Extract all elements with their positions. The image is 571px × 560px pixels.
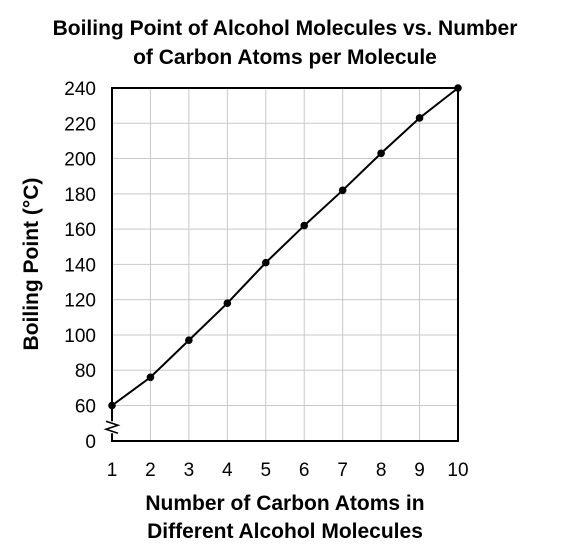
- x-tick-label: 8: [376, 460, 387, 481]
- y-tick-label: 120: [64, 291, 96, 312]
- data-point: [261, 258, 270, 267]
- x-tick-label: 7: [337, 460, 348, 481]
- x-axis-title-line-1: Number of Carbon Atoms in: [145, 492, 424, 515]
- plot-area: 0 60 80 100 120 140 160 180 200 220 240 1 2 3 4 5 6 7 8 9 10: [64, 79, 468, 481]
- data-point: [454, 84, 462, 92]
- y-tick-label: 60: [75, 397, 96, 418]
- data-point: [185, 336, 193, 345]
- data-point: [415, 114, 424, 122]
- x-tick-label: 5: [260, 460, 271, 481]
- y-tick-label: 80: [75, 361, 96, 382]
- y-tick-label: 200: [64, 150, 96, 171]
- x-axis-title-line-2: Different Alcohol Molecules: [147, 520, 423, 543]
- y-tick-label: 180: [64, 185, 96, 206]
- y-tick-label: 0: [85, 432, 96, 453]
- y-axis-title: Boiling Point (°C): [20, 178, 43, 351]
- y-tick-label: 160: [64, 220, 96, 241]
- y-tick-label: 100: [64, 326, 96, 347]
- x-tick-label: 1: [107, 460, 118, 481]
- x-tick-label: 6: [299, 460, 310, 481]
- data-point: [300, 221, 309, 230]
- data-point: [223, 299, 232, 307]
- data-point: [377, 149, 385, 158]
- y-tick-label: 240: [64, 79, 96, 100]
- x-tick-label: 10: [447, 460, 468, 481]
- chart-title-line-1: Boiling Point of Alcohol Molecules vs. N…: [53, 17, 518, 40]
- x-tick-label: 9: [414, 460, 425, 481]
- data-point: [108, 401, 116, 410]
- x-tick-label: 4: [222, 460, 233, 481]
- x-tick-label: 3: [184, 460, 195, 481]
- series-line: [111, 87, 459, 407]
- axis-break-icon: [103, 420, 121, 435]
- data-point: [338, 186, 347, 195]
- data-point: [146, 373, 155, 382]
- y-tick-label: 140: [64, 255, 96, 276]
- y-tick-label: 220: [64, 114, 96, 135]
- chart-title-line-2: of Carbon Atoms per Molecule: [133, 46, 437, 69]
- x-tick-label: 2: [145, 460, 156, 481]
